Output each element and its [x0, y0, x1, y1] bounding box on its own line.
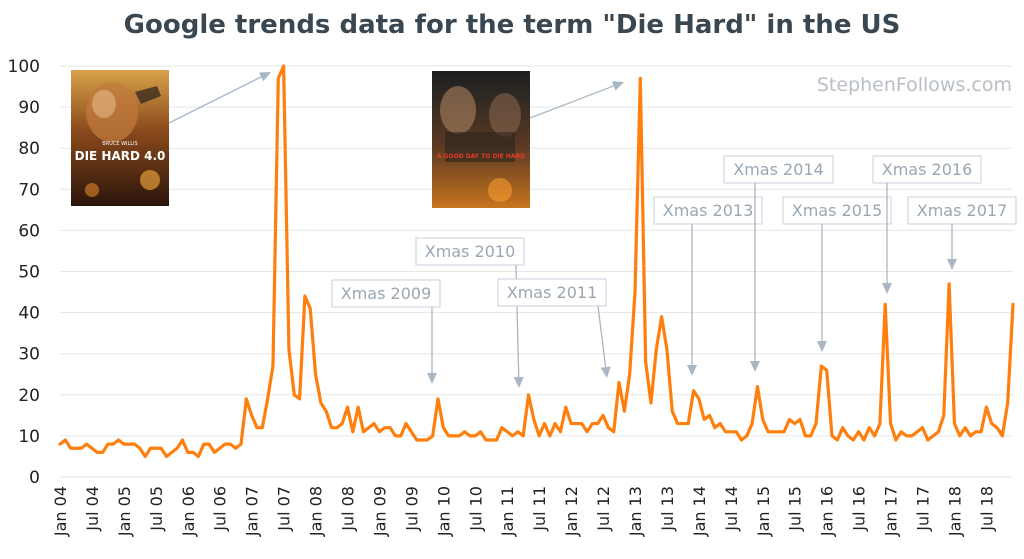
poster-good-day-to-die-hard: A GOOD DAY TO DIE HARD — [432, 71, 530, 208]
y-tick-label: 20 — [18, 386, 40, 406]
x-tick-label: Jul 11 — [530, 486, 549, 532]
annotation-xmas-2010: Xmas 2010 — [415, 237, 525, 388]
x-tick-label: Jul 14 — [722, 486, 741, 532]
x-tick-label: Jan 07 — [243, 486, 262, 537]
y-tick-label: 0 — [29, 468, 40, 488]
annotation-label: Xmas 2010 — [425, 242, 516, 261]
chart-title: Google trends data for the term "Die Har… — [124, 10, 901, 40]
y-tick-label: 60 — [18, 221, 40, 241]
annotation-label: Xmas 2011 — [507, 283, 598, 302]
x-tick-label: Jan 18 — [945, 486, 964, 537]
annotation-arrow — [687, 224, 697, 376]
x-axis-ticks: Jan 04 Jul 04 Jan 05 Jul 05 Jan 06 Jul 06 Jan … — [51, 486, 996, 537]
annotation-arrow — [817, 224, 827, 352]
x-tick-label: Jul 08 — [338, 486, 357, 532]
y-tick-label: 30 — [18, 345, 40, 365]
x-tick-label: Jan 16 — [818, 486, 837, 537]
annotation-label: Xmas 2016 — [882, 160, 973, 179]
annotations: Xmas 2009 Xmas 2010 Xmas 2011 Xmas 2013 Xmas… — [331, 155, 1017, 388]
x-tick-label: Jul 18 — [977, 486, 996, 532]
poster-die-hard-4: BRUCE WILLIS DIE HARD 4.0 — [71, 70, 169, 206]
x-tick-label: Jan 17 — [882, 486, 901, 537]
annotation-label: Xmas 2015 — [792, 201, 883, 220]
annotation-arrow — [882, 183, 892, 294]
y-tick-label: 90 — [18, 98, 40, 118]
y-tick-label: 40 — [18, 304, 40, 324]
x-tick-label: Jan 09 — [370, 486, 389, 537]
poster-1-arrow — [168, 72, 271, 124]
annotation-arrow — [427, 307, 437, 384]
annotation-label: Xmas 2009 — [341, 284, 432, 303]
x-tick-label: Jan 12 — [562, 486, 581, 537]
series-line — [58, 64, 1015, 459]
y-tick-label: 70 — [18, 180, 40, 200]
x-tick-label: Jan 06 — [179, 486, 198, 537]
x-tick-label: Jan 04 — [51, 486, 70, 537]
poster-1-title: DIE HARD 4.0 — [75, 149, 166, 163]
annotation-xmas-2009: Xmas 2009 — [331, 279, 441, 384]
x-tick-label: Jul 05 — [147, 486, 166, 532]
x-tick-label: Jul 04 — [83, 486, 102, 532]
x-tick-label: Jan 05 — [115, 486, 134, 537]
annotation-label: Xmas 2013 — [663, 201, 754, 220]
x-tick-label: Jul 10 — [466, 486, 485, 532]
x-tick-label: Jan 14 — [690, 486, 709, 537]
annotation-arrow — [947, 224, 957, 270]
y-tick-label: 100 — [8, 57, 40, 77]
y-tick-label: 80 — [18, 139, 40, 159]
annotation-xmas-2013: Xmas 2013 — [653, 196, 763, 376]
x-tick-label: Jul 13 — [658, 486, 677, 532]
annotation-xmas-2014: Xmas 2014 — [723, 155, 834, 372]
x-tick-label: Jan 10 — [434, 486, 453, 537]
annotation-xmas-2017: Xmas 2017 — [907, 196, 1017, 270]
x-tick-label: Jan 13 — [626, 486, 645, 537]
annotation-label: Xmas 2017 — [917, 201, 1008, 220]
y-axis-ticks: 0 10 20 30 40 50 60 70 80 90 100 — [8, 57, 40, 488]
x-tick-label: Jul 06 — [211, 486, 230, 532]
poster-2-title: A GOOD DAY TO DIE HARD — [437, 153, 525, 160]
watermark: StephenFollows.com — [817, 74, 1012, 96]
poster-1-top-line: BRUCE WILLIS — [102, 141, 137, 147]
annotation-label: Xmas 2014 — [733, 160, 824, 179]
annotation-arrow — [597, 305, 611, 378]
annotation-xmas-2011: Xmas 2011 — [497, 278, 611, 378]
y-tick-label: 10 — [18, 427, 40, 447]
data-points — [59, 65, 1015, 458]
x-tick-label: Jul 17 — [913, 486, 932, 532]
x-tick-label: Jul 07 — [275, 486, 294, 532]
x-tick-label: Jan 11 — [498, 486, 517, 537]
annotation-xmas-2015: Xmas 2015 — [782, 196, 892, 352]
x-tick-label: Jul 15 — [786, 486, 805, 532]
gridlines — [60, 65, 1013, 478]
x-tick-label: Jul 12 — [594, 486, 613, 532]
poster-arrows — [168, 72, 624, 124]
x-tick-label: Jan 15 — [754, 486, 773, 537]
x-tick-label: Jul 09 — [402, 486, 421, 532]
annotation-xmas-2016: Xmas 2016 — [872, 155, 982, 294]
annotation-arrow — [750, 183, 760, 372]
poster-2-arrow — [529, 81, 624, 119]
y-tick-label: 50 — [18, 263, 40, 283]
x-tick-label: Jan 08 — [307, 486, 326, 537]
x-tick-label: Jul 16 — [850, 486, 869, 532]
